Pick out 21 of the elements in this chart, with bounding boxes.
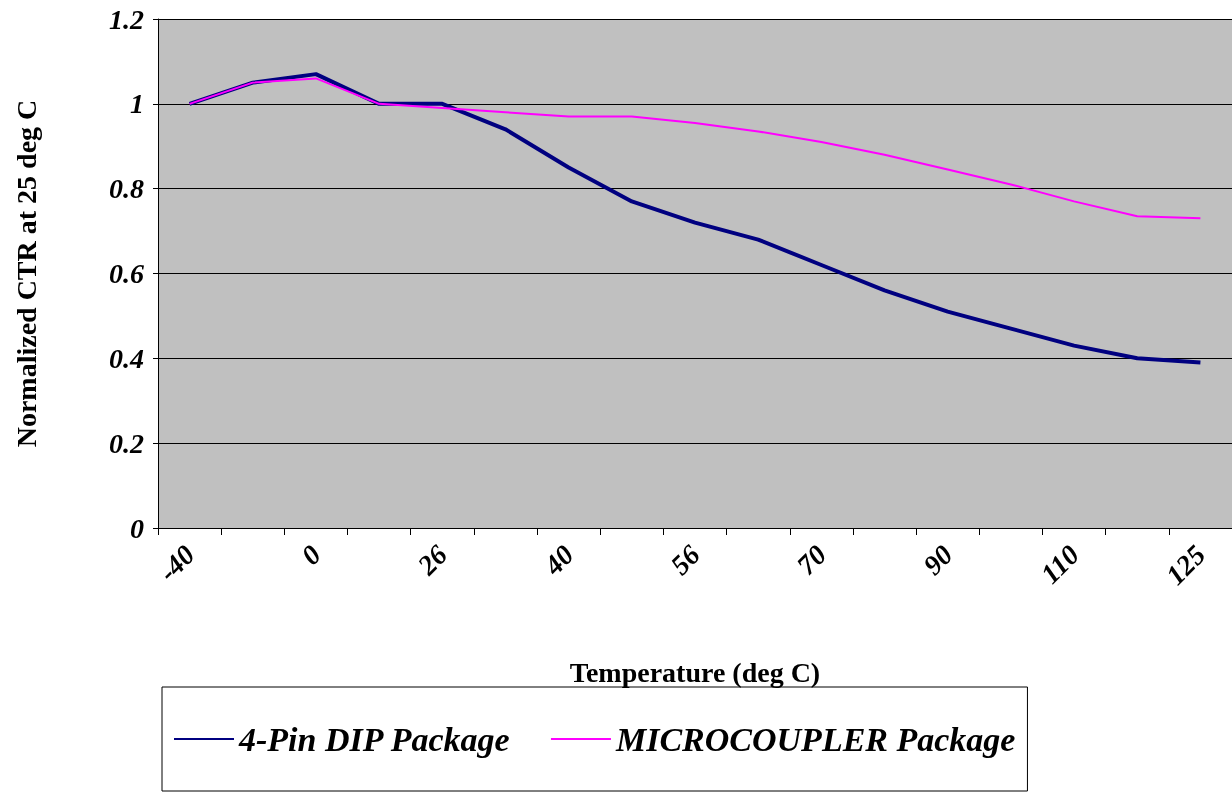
- y-tick-label: 0.6: [109, 258, 144, 289]
- x-tick-label: -40: [152, 539, 201, 588]
- x-tick-label: 56: [664, 539, 706, 581]
- x-tick-label: 0: [295, 539, 327, 571]
- line-series: [188, 77, 1202, 220]
- y-tick-label: 0.8: [109, 173, 144, 205]
- y-tick-label: 0.2: [109, 427, 144, 459]
- y-tick-label: 0: [130, 512, 144, 544]
- legend-label: MICROCOUPLER Package: [614, 720, 1016, 758]
- legend-label: 4-Pin DIP Package: [238, 720, 510, 758]
- x-tick-label: 110: [1034, 539, 1086, 590]
- x-tick-label: 125: [1159, 539, 1212, 591]
- x-tick-label: 90: [916, 539, 959, 581]
- y-tick-label: 1.2: [109, 3, 144, 35]
- x-tick-label: 70: [790, 539, 833, 581]
- x-axis-title: Temperature (deg C): [569, 656, 821, 688]
- x-tick-label: 40: [537, 539, 580, 582]
- y-tick-label: 1: [130, 88, 144, 120]
- x-tick-label: 26: [410, 539, 454, 582]
- y-axis-title: Normalized CTR at 25 deg C: [10, 99, 42, 448]
- y-tick-label: 0.4: [109, 342, 144, 374]
